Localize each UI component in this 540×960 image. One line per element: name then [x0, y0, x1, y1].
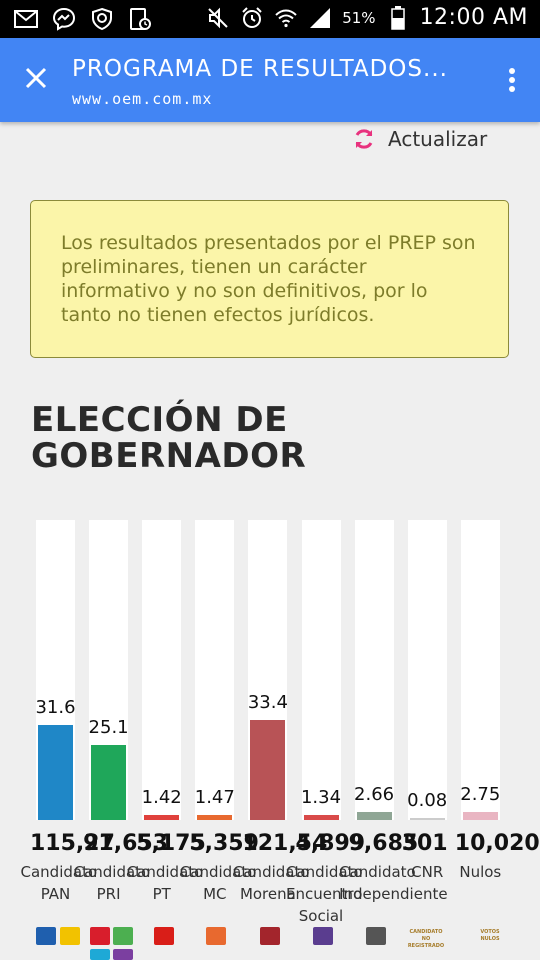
candidato-no-registrado-logo: CANDIDATO NO REGISTRADO [407, 929, 445, 949]
status-bar: 51% 12:00 AM [0, 0, 540, 38]
more-options-button[interactable] [504, 62, 520, 98]
results-chart: 31.6 115,27 Candidato PAN 25.1 91,653 Candida… [0, 520, 540, 960]
bar[interactable] [356, 812, 392, 820]
pvem-logo [113, 927, 133, 945]
ave-logo [113, 949, 133, 960]
bar-percent-label: 2.66 [354, 784, 395, 806]
vote-count: 4,899 [295, 831, 366, 856]
bar-percent-label: 1.42 [141, 787, 182, 808]
candidate-label: Nulos [459, 863, 502, 881]
alarm-icon [240, 6, 264, 30]
candidate-label: Candidato Morena [232, 863, 310, 903]
bar[interactable] [250, 719, 286, 820]
refresh-icon [355, 129, 373, 149]
pan-logo [36, 927, 56, 945]
more-dot-icon [509, 68, 515, 74]
candidate-label: Candidato PT [126, 863, 204, 903]
battery-icon [386, 5, 410, 30]
mc-logo [206, 927, 226, 945]
vpn-shield-icon [90, 7, 114, 31]
signal-icon [308, 6, 332, 30]
panal-logo [90, 949, 110, 960]
refresh-button[interactable]: Actualizar [352, 124, 487, 154]
prd-logo [60, 927, 80, 945]
vote-count: 5,175 [136, 831, 206, 856]
candidate-label: Candidato PRI [73, 863, 151, 903]
bar-column [460, 520, 500, 820]
vote-count: 115,27 [30, 831, 115, 856]
refresh-label: Actualizar [388, 127, 488, 151]
bar[interactable] [462, 811, 498, 820]
bar-column [354, 520, 394, 820]
page-url: www.oem.com.mx [72, 90, 213, 108]
mute-icon [206, 6, 230, 30]
vote-count: 121,54 [242, 831, 328, 856]
bar-column [301, 520, 341, 820]
pri-logo [90, 927, 110, 945]
clock: 12:00 AM [419, 5, 528, 30]
bar[interactable] [91, 744, 127, 820]
independiente-logo [366, 927, 386, 945]
more-dot-icon [509, 86, 515, 92]
bar-percent-label: 33.4 [247, 691, 288, 713]
bar-percent-label: 1.47 [194, 787, 235, 808]
vote-count: 10,020 [454, 831, 540, 856]
candidate-label: Candidato Encuentro Social [286, 863, 363, 925]
bar[interactable] [38, 725, 73, 820]
bar-percent-label: 2.75 [460, 783, 501, 805]
bar[interactable] [303, 815, 339, 820]
bar[interactable] [409, 818, 445, 820]
close-button[interactable] [18, 60, 54, 96]
messenger-icon [52, 7, 76, 31]
bar-percent-label: 31.6 [35, 697, 76, 719]
bar-percent-label: 25.1 [88, 716, 129, 738]
bar-column [407, 520, 447, 820]
bar-percent-label: 1.34 [300, 787, 342, 808]
prep-notice: Los resultados presentados por el PREP s… [30, 200, 509, 358]
vote-count: 9,685 [348, 831, 419, 856]
close-icon [25, 67, 47, 89]
bar-column [195, 520, 235, 820]
wifi-icon [274, 6, 298, 30]
notice-text: Los resultados presentados por el PREP s… [61, 232, 476, 326]
vote-count: 301 [401, 831, 448, 856]
bar[interactable] [144, 815, 180, 820]
vote-count: 5,359 [189, 831, 259, 856]
candidate-label: Candidato MC [179, 863, 257, 903]
bar[interactable] [197, 815, 233, 820]
more-dot-icon [509, 77, 515, 83]
encuentro-social-logo [313, 927, 333, 945]
battery-percent: 51% [342, 8, 376, 27]
candidate-label: Candidato Independiente [339, 863, 448, 903]
app-bar: PROGRAMA DE RESULTADOS... www.oem.com.mx [0, 38, 540, 122]
mail-icon [14, 7, 38, 31]
screen-timer-icon [128, 7, 152, 31]
pt-logo [154, 927, 174, 945]
page-title: PROGRAMA DE RESULTADOS... [72, 56, 448, 82]
vote-count: 91,653 [83, 831, 168, 856]
section-title: ELECCIÓN DE GOBERNADOR [31, 400, 307, 476]
candidate-label: Candidato PAN [20, 863, 98, 903]
votos-nulos-logo: VOTOS NULOS [480, 929, 500, 942]
bar-percent-label: 0.08 [407, 790, 448, 811]
candidate-label: CNR [411, 863, 444, 881]
morena-logo [260, 927, 280, 945]
bar-column [142, 520, 182, 820]
